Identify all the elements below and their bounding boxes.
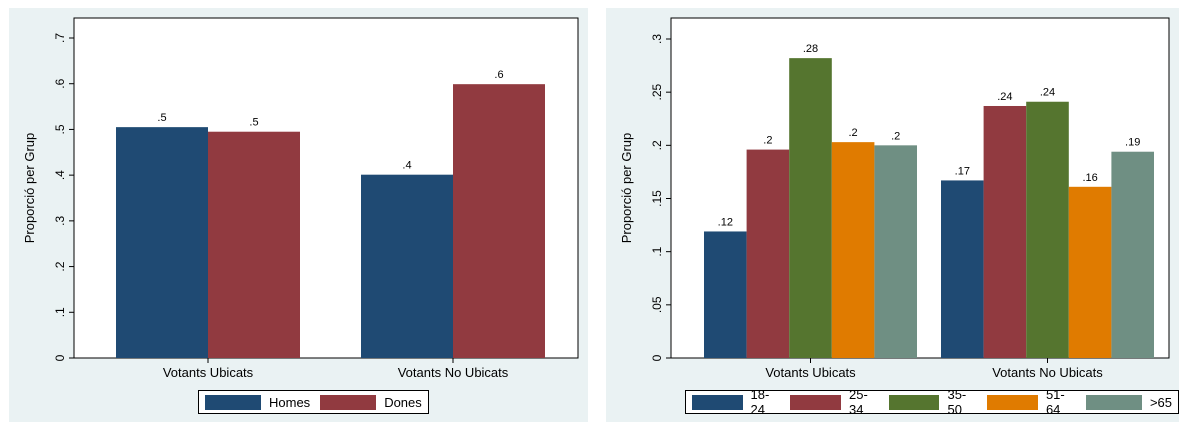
bar-value-label: .5 [157,112,166,124]
legend-item: 35-50 [888,387,977,417]
x-category-label: Votants Ubicats [163,365,254,380]
bar [1111,151,1154,358]
legend-swatch [692,394,743,410]
legend-item: 51-64 [987,387,1075,417]
bar-value-label: .19 [1125,137,1140,149]
bar-value-label: .2 [849,127,858,139]
bar-value-label: .16 [1082,172,1097,184]
legend-swatch [987,394,1038,410]
y-tick-label: .2 [53,261,67,271]
y-tick-label: .7 [53,33,67,43]
y-tick-label: .1 [53,307,67,317]
bar [831,142,875,358]
bar [1026,101,1069,358]
legend-item: Homes [205,394,311,410]
x-category-label: Votants Ubicats [765,365,856,380]
legend-swatch [790,394,841,410]
legend-gender: Homes Dones [198,390,429,414]
legend-label: 25-34 [848,387,868,417]
y-tick-label: .1 [650,246,664,256]
legend-label: 35-50 [947,387,967,417]
legend-item: Dones [320,394,422,410]
legend-label: 51-64 [1045,387,1065,417]
bar-value-label: .17 [955,165,970,177]
bar [789,58,832,358]
legend-age: 18-24 25-34 35-50 51-64 >65 [685,387,1179,417]
bar [208,131,300,358]
bar-value-label: .2 [763,135,772,147]
legend-label: >65 [1149,394,1172,410]
bar [746,149,790,358]
legend-item: >65 [1085,394,1172,410]
y-tick-label: .25 [650,84,664,101]
bar-value-label: .4 [402,160,411,172]
y-tick-label: 0 [53,354,67,361]
bar-value-label: .12 [718,216,733,228]
y-axis-label: Proporció per Grup [22,133,37,244]
y-tick-label: .3 [53,216,67,226]
bar [941,180,984,358]
y-tick-label: .6 [53,78,67,88]
legend-swatch [888,394,940,410]
bar-value-label: .2 [891,130,900,142]
legend-swatch [205,394,261,410]
legend-label: Dones [384,394,422,410]
y-axis-label: Proporció per Grup [619,133,634,244]
y-tick-label: 0 [650,354,664,361]
bar [983,105,1027,359]
bar [1068,186,1112,358]
bar [874,145,917,358]
legend-swatch [320,394,377,410]
y-tick-label: .4 [53,170,67,180]
chart-gender: 0 .1 .2 .3 .4 .5 .6 .7 Proporció per Grup .5 .5 Vot… [22,17,579,380]
bar-value-label: .24 [1040,87,1055,99]
legend-label: Homes [269,394,311,410]
bar-value-label: .24 [997,91,1012,103]
y-tick-label: .3 [650,34,664,44]
legend-label: 18-24 [750,387,770,417]
bar-value-label: .6 [494,69,503,81]
y-tick-label: .5 [53,124,67,134]
y-tick-label: .05 [650,296,664,313]
legend-swatch [1085,394,1142,410]
chart-panel-age: 0 .05 .1 .15 .2 .25 .3 Proporció per Grup .12 .2.… [606,8,1179,422]
x-category-label: Votants No Ubicats [992,365,1103,380]
chart-panel-gender: 0 .1 .2 .3 .4 .5 .6 .7 Proporció per Grup .5 .5 Vot… [9,8,588,422]
legend-item: 18-24 [692,387,780,417]
chart-age: 0 .05 .1 .15 .2 .25 .3 Proporció per Grup .12 .2.… [619,17,1170,380]
y-tick-label: .15 [650,190,664,207]
bar [361,174,453,358]
legend-item: 25-34 [790,387,878,417]
bar-value-label: .28 [803,43,818,55]
bar [704,231,747,358]
bar-value-label: .5 [249,117,258,129]
y-tick-label: .2 [650,140,664,150]
bar [453,84,545,359]
bar [116,127,208,359]
x-category-label: Votants No Ubicats [398,365,509,380]
